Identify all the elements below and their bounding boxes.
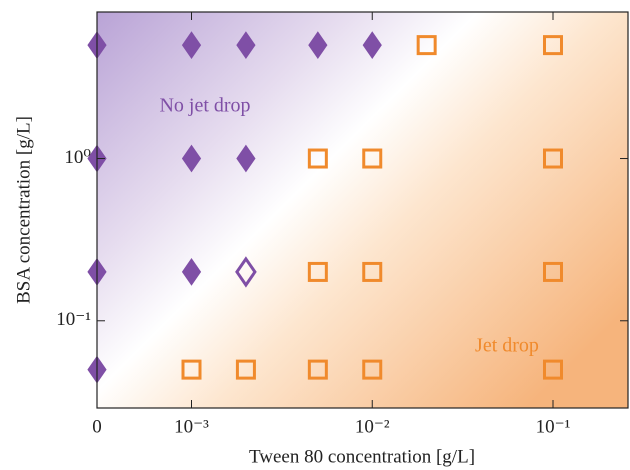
square-marker <box>181 359 202 380</box>
diamond-marker <box>308 31 328 59</box>
plot-frame <box>96 11 629 409</box>
diamond-marker <box>236 31 256 59</box>
square-marker <box>542 35 563 56</box>
square-marker <box>362 359 383 380</box>
x-tick-label: 0 <box>92 416 102 437</box>
square-marker <box>416 35 437 56</box>
y-tick-label: 10⁻¹ <box>56 309 91 330</box>
square-marker <box>307 359 328 380</box>
y-axis-title: BSA concentration [g/L] <box>13 116 34 304</box>
diamond-marker <box>181 258 202 286</box>
x-tick-label: 10⁻² <box>355 416 390 437</box>
square-marker <box>542 261 563 282</box>
x-tick-label: 10⁻³ <box>174 416 209 437</box>
diamond-marker <box>235 256 257 288</box>
square-marker <box>307 261 328 282</box>
square-marker <box>235 359 256 380</box>
diamond-marker <box>181 31 202 59</box>
square-marker <box>542 359 563 380</box>
diamond-marker <box>181 144 202 173</box>
y-tick-label: 10⁰ <box>64 147 91 168</box>
diamond-marker <box>362 31 382 59</box>
square-marker <box>307 148 328 169</box>
square-marker <box>362 148 383 169</box>
square-marker <box>542 148 563 169</box>
square-marker <box>362 261 383 282</box>
x-tick-label: 10⁻¹ <box>536 416 571 437</box>
x-axis-title: Tween 80 concentration [g/L] <box>249 446 475 467</box>
plot-background <box>97 12 628 408</box>
diamond-marker <box>236 144 256 173</box>
annotation-no-jet-drop: No jet drop <box>159 95 250 117</box>
annotation-jet-drop: Jet drop <box>475 335 539 357</box>
